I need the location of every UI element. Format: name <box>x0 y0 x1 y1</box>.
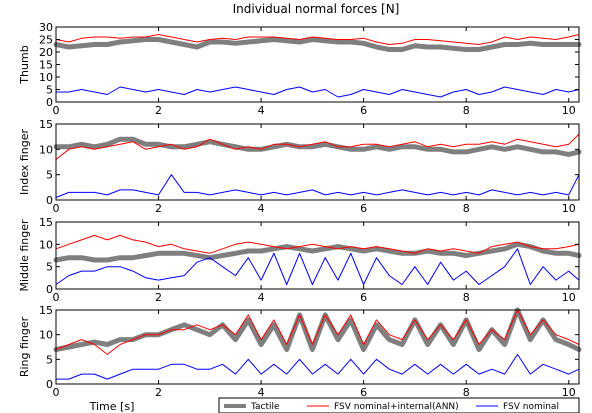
series-tactile-2 <box>53 241 582 263</box>
y-axis-label: Thumb <box>18 45 31 84</box>
x-tick-label: 4 <box>258 104 265 117</box>
x-tick-label: 8 <box>463 386 470 399</box>
y-tick-label: 15 <box>39 216 53 229</box>
x-tick-label: 4 <box>258 291 265 304</box>
x-tick-label: 10 <box>562 386 576 399</box>
series-nominal-2 <box>55 248 580 285</box>
y-tick-label: 20 <box>39 46 53 59</box>
y-axis-label: Ring finger <box>18 316 31 377</box>
x-tick-label: 8 <box>463 202 470 215</box>
panel-frame-3 <box>55 309 580 385</box>
y-tick-label: 25 <box>39 34 53 47</box>
y-tick-label: 0 <box>46 194 53 207</box>
y-tick-label: 10 <box>39 238 53 251</box>
y-tick-label: 10 <box>39 71 53 84</box>
x-tick-label: 2 <box>155 291 162 304</box>
y-tick-label: 0 <box>46 378 53 391</box>
y-tick-label: 15 <box>39 118 53 131</box>
x-tick-label: 4 <box>258 202 265 215</box>
x-tick-label: 10 <box>562 291 576 304</box>
x-tick-label: 8 <box>463 291 470 304</box>
x-tick-label: 2 <box>155 202 162 215</box>
x-tick-label: 2 <box>155 386 162 399</box>
series-nominal-0 <box>55 86 580 98</box>
series-tactile-0 <box>53 37 582 52</box>
panel-1: 0 5 10 15 0 2 4 6 8 10 Index finger <box>18 118 582 215</box>
y-tick-label: 15 <box>39 59 53 72</box>
y-axis-label: Index finger <box>18 129 31 195</box>
series-ann-2 <box>55 234 580 254</box>
legend-label: FSV nominal <box>503 402 559 412</box>
y-tick-label: 0 <box>46 96 53 109</box>
legend-label: Tactile <box>250 402 280 412</box>
x-tick-label: 6 <box>360 104 367 117</box>
panel-3: 0 5 10 15 0 2 4 6 8 10 Ring finger <box>18 304 582 399</box>
x-tick-label: 0 <box>53 291 60 304</box>
panel-frame-1 <box>55 123 580 201</box>
y-tick-label: 5 <box>46 261 53 274</box>
y-tick-label: 10 <box>39 143 53 156</box>
x-tick-label: 10 <box>562 104 576 117</box>
x-tick-label: 10 <box>562 202 576 215</box>
x-tick-label: 6 <box>360 386 367 399</box>
x-tick-label: 0 <box>53 104 60 117</box>
x-tick-label: 2 <box>155 104 162 117</box>
series-nominal-3 <box>55 353 580 380</box>
y-tick-label: 0 <box>46 283 53 296</box>
y-tick-label: 15 <box>39 304 53 317</box>
x-tick-label: 0 <box>53 386 60 399</box>
x-tick-label: 4 <box>258 386 265 399</box>
legend-label: FSV nominal+internal(ANN) <box>334 402 459 412</box>
series-tactile-3 <box>53 307 582 352</box>
series-ann-0 <box>55 34 580 45</box>
y-tick-label: 30 <box>39 21 53 34</box>
x-tick-label: 8 <box>463 104 470 117</box>
chart-title: Individual normal forces [N] <box>233 2 400 16</box>
y-axis-label: Middle finger <box>18 219 31 291</box>
series-ann-3 <box>55 309 580 355</box>
series-ann-1 <box>55 133 580 160</box>
legend: Tactile FSV nominal+internal(ANN) FSV nomi… <box>218 397 580 413</box>
y-tick-label: 5 <box>46 84 53 97</box>
series-nominal-1 <box>55 174 580 198</box>
x-tick-label: 6 <box>360 291 367 304</box>
y-tick-label: 5 <box>46 169 53 182</box>
y-tick-label: 5 <box>46 353 53 366</box>
panel-2: 0 5 10 15 0 2 4 6 8 10 Middle finger <box>18 216 582 304</box>
legend-box <box>218 397 580 413</box>
panel-frame-2 <box>55 221 580 290</box>
x-tick-label: 0 <box>53 202 60 215</box>
y-tick-label: 10 <box>39 329 53 342</box>
x-axis-label: Time [s] <box>89 400 135 413</box>
series-tactile-1 <box>53 136 582 157</box>
x-tick-label: 6 <box>360 202 367 215</box>
